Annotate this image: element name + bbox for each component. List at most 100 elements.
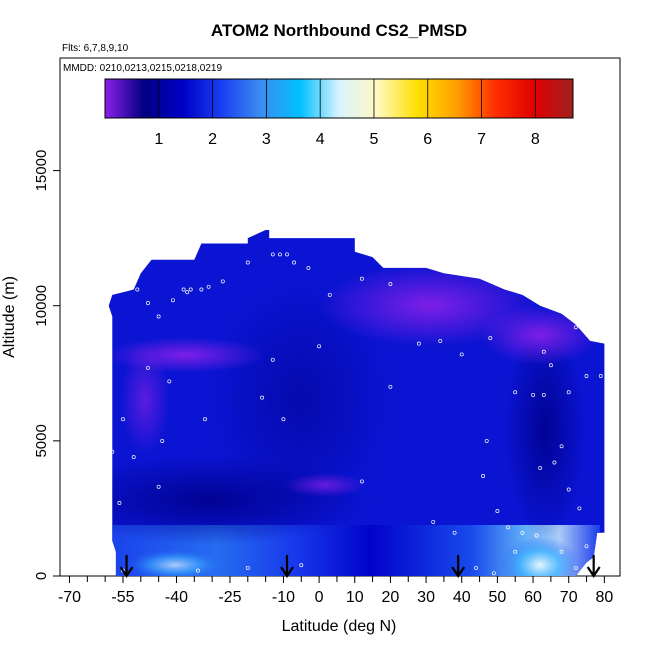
x-tick-label: -10 <box>272 589 295 606</box>
observation-point <box>481 474 486 478</box>
observation-point <box>431 260 436 265</box>
colorbar-box <box>104 78 574 119</box>
chart-title: ATOM2 Northbound CS2_PMSD <box>211 21 467 40</box>
observation-point <box>566 390 571 395</box>
observation-point <box>117 501 122 505</box>
y-tick-label: 5000 <box>33 424 50 457</box>
observation-point <box>552 460 557 465</box>
observation-point <box>206 284 211 289</box>
observation-point <box>131 455 136 460</box>
observation-point <box>459 352 464 357</box>
dates-subtitle: MMDD: 0210,0213,0215,0218,0219 <box>63 63 222 74</box>
observation-point <box>160 438 165 443</box>
observation-point <box>538 465 543 470</box>
y-axis: 0 5000 10000 15000 <box>33 150 60 580</box>
x-axis-label: Latitude (deg N) <box>282 618 397 635</box>
x-axis: -70 -55 -40 -25 -10 0 10 20 30 40 50 60 70 80 <box>58 576 613 606</box>
field-purple-far-north <box>480 305 600 365</box>
x-tick-label: 60 <box>524 589 542 606</box>
observation-point <box>260 395 265 400</box>
colorbar-tick-label: 5 <box>370 131 379 148</box>
x-tick-label: 50 <box>488 589 506 606</box>
profile-arrow <box>280 555 294 578</box>
observation-point <box>128 260 133 265</box>
profile-arrows <box>119 555 601 578</box>
observation-point <box>245 565 250 570</box>
x-tick-label: -70 <box>58 589 81 606</box>
observation-point <box>110 552 115 557</box>
observation-point <box>181 287 186 292</box>
arrow-head <box>451 566 466 578</box>
observation-point <box>495 509 500 514</box>
observation-point <box>185 290 190 295</box>
x-tick-label: 20 <box>382 589 400 606</box>
observation-point <box>359 479 364 484</box>
observation-point <box>299 563 304 568</box>
pmsd-field <box>108 230 605 576</box>
observation-point <box>416 341 421 346</box>
observation-point <box>327 292 332 297</box>
observation-point <box>270 357 275 362</box>
arrow-head <box>119 566 134 578</box>
x-tick-label: 0 <box>315 589 324 606</box>
observation-point <box>359 276 364 281</box>
field-light-south <box>125 549 225 576</box>
observation-point <box>121 252 125 257</box>
observation-point <box>145 301 150 305</box>
observation-point <box>541 349 546 354</box>
x-tick-label: -55 <box>111 589 134 606</box>
observation-point <box>474 565 478 570</box>
colorbar-tick-label: 6 <box>423 131 432 148</box>
observation-point <box>388 384 393 389</box>
observation-point <box>548 363 553 368</box>
observation-point <box>584 374 589 378</box>
field-light-max <box>500 537 580 576</box>
observation-point <box>573 325 578 330</box>
y-axis-label: Altitude (m) <box>1 276 18 358</box>
y-tick-label: 0 <box>33 572 50 580</box>
colorbar-tick-label: 2 <box>208 131 217 148</box>
x-tick-label: 30 <box>417 589 435 606</box>
observation-point <box>577 506 582 511</box>
observation-point <box>199 287 204 292</box>
colorbar-ticks: 1 2 3 4 5 6 7 8 <box>154 79 540 148</box>
field-blob-north <box>505 320 585 540</box>
observation-point <box>488 336 493 341</box>
profile-arrow <box>451 555 466 578</box>
observation-point <box>170 298 175 303</box>
flights-subtitle: Flts: 6,7,8,9,10 <box>62 43 129 54</box>
observation-point <box>484 438 489 443</box>
observation-point <box>270 252 275 257</box>
observation-point <box>431 519 436 524</box>
observation-point <box>584 544 589 549</box>
observation-point <box>506 525 511 530</box>
x-tick-label: 80 <box>595 589 613 606</box>
observation-point <box>306 265 311 270</box>
observation-point <box>121 417 125 422</box>
observation-point <box>534 533 539 538</box>
observation-point <box>541 392 546 397</box>
x-tick-label: -25 <box>218 589 241 606</box>
observation-point <box>595 336 600 341</box>
observation-point <box>145 365 150 370</box>
observation-point <box>285 252 289 257</box>
field-purple-southern-column <box>120 345 170 455</box>
x-tick-label: 70 <box>560 589 578 606</box>
observation-point <box>292 260 297 265</box>
observation-point <box>156 314 161 319</box>
colorbar: 1 2 3 4 5 6 7 8 <box>104 78 574 148</box>
observation-point <box>520 530 525 535</box>
observation-point <box>388 282 393 287</box>
observation-point <box>317 344 322 349</box>
observation-point <box>559 444 564 449</box>
observation-point <box>513 390 518 395</box>
observation-point <box>281 417 286 422</box>
field-purple-low <box>285 473 365 497</box>
observation-point <box>245 260 250 265</box>
observation-point <box>513 549 518 554</box>
observation-point <box>566 487 571 492</box>
y-tick-label: 10000 <box>33 285 50 327</box>
observation-point <box>491 571 496 576</box>
observation-point <box>156 484 161 489</box>
